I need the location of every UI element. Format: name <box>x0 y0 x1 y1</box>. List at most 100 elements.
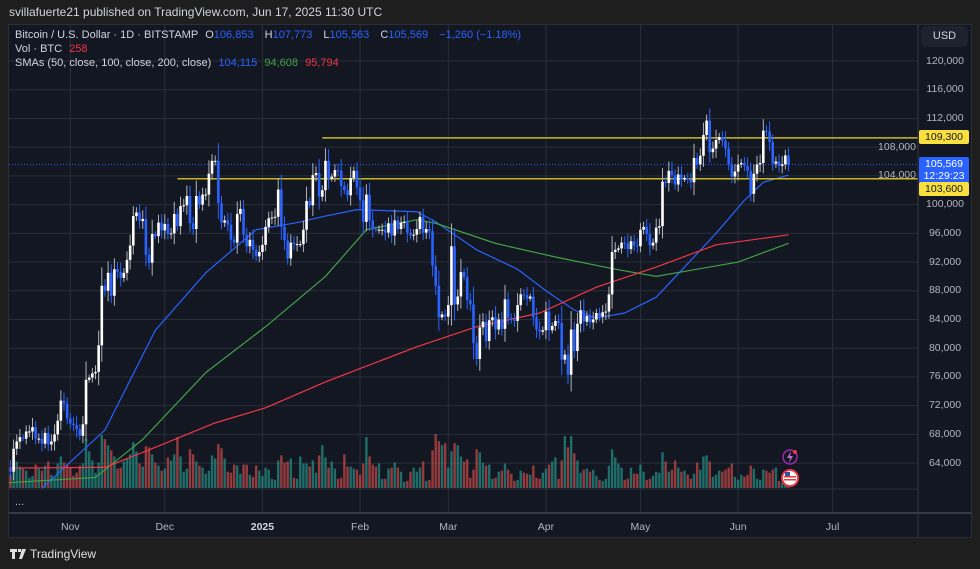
volume-bar <box>122 461 126 488</box>
candle-body <box>409 232 412 236</box>
candle-body <box>673 175 677 185</box>
price-tick-label: 72,000 <box>928 399 962 412</box>
candle-body <box>550 325 554 331</box>
candle-body <box>12 448 15 472</box>
candle-body <box>547 311 551 331</box>
candle <box>472 286 475 360</box>
candle-body <box>494 317 497 330</box>
volume-bar <box>195 461 198 488</box>
candle <box>289 234 293 266</box>
candle <box>9 459 12 480</box>
volume-bar <box>374 466 378 488</box>
volume-bar <box>636 473 639 488</box>
sma-label[interactable]: SMAs (50, close, 100, close, 200, close) <box>15 57 212 69</box>
candle-body <box>610 251 614 295</box>
candle-body <box>289 242 293 259</box>
candle-body <box>680 174 683 180</box>
candle-body <box>670 170 674 176</box>
currency-button[interactable]: USD <box>921 26 968 47</box>
candle <box>443 309 447 322</box>
candle-body <box>53 434 56 442</box>
candle <box>0 487 2 495</box>
candle <box>24 425 28 445</box>
candle-body <box>6 469 9 475</box>
candle <box>629 235 633 254</box>
candle-body <box>459 272 463 297</box>
volume-bar <box>443 443 447 488</box>
candle-body <box>157 222 160 237</box>
tradingview-logo[interactable]: TradingView <box>10 547 96 561</box>
candle <box>695 152 699 169</box>
volume-bar <box>169 460 173 488</box>
volume-bar <box>270 478 274 488</box>
more-indicators-button[interactable]: ... <box>15 496 25 508</box>
candle <box>440 311 444 321</box>
volume-bar <box>762 469 765 488</box>
candle-body <box>601 312 604 317</box>
change-value: −1,260 (−1.18%) <box>439 29 522 41</box>
volume-bar <box>749 465 752 488</box>
symbol-title[interactable]: Bitcoin / U.S. Dollar · 1D · BITSTAMP <box>15 29 199 41</box>
candle <box>40 430 44 452</box>
volume-bar <box>529 474 532 488</box>
volume-bar <box>147 447 151 488</box>
candle-body <box>308 201 311 206</box>
lightning-event-icon[interactable] <box>782 449 798 465</box>
volume-bar <box>516 479 519 488</box>
volume-bar <box>673 460 677 488</box>
candle <box>119 262 122 287</box>
volume-bar <box>176 437 179 488</box>
sma-line <box>9 219 789 484</box>
volume-bar <box>245 464 248 488</box>
candle <box>595 308 598 324</box>
candle <box>176 208 179 232</box>
volume-bar <box>40 470 44 488</box>
price-tick-label: 84,000 <box>928 312 962 325</box>
candle <box>604 303 608 320</box>
candle <box>591 311 595 330</box>
candle <box>201 187 204 211</box>
candle-body <box>292 242 296 245</box>
candle <box>361 186 365 234</box>
candle <box>412 229 415 241</box>
candle <box>387 217 390 238</box>
us-flag-event-icon[interactable] <box>781 469 799 487</box>
candle <box>213 155 217 166</box>
candle <box>519 288 523 311</box>
candle-body <box>72 423 75 426</box>
volume-bar <box>588 471 592 488</box>
chart-panel[interactable] <box>8 24 972 538</box>
candle-body <box>733 171 737 177</box>
candle <box>380 223 384 236</box>
volume-bar <box>321 445 324 488</box>
volume-bar <box>661 452 664 488</box>
volume-label[interactable]: Vol · BTC <box>15 43 63 55</box>
candle <box>516 293 519 332</box>
volume-bar <box>522 472 526 488</box>
volume-bar <box>431 450 434 488</box>
candle <box>144 206 148 267</box>
candle <box>53 424 56 451</box>
ohlc-legend: Bitcoin / U.S. Dollar · 1D · BITSTAMP O1… <box>15 29 525 41</box>
volume-bar <box>601 480 604 488</box>
candle-body <box>588 315 592 323</box>
candle-body <box>721 137 724 141</box>
candle-body <box>642 226 645 230</box>
volume-bar <box>144 446 148 488</box>
candle-body <box>598 313 601 317</box>
candle <box>664 176 667 188</box>
candle <box>311 163 315 217</box>
candle <box>717 132 721 144</box>
candle-body <box>24 431 28 439</box>
volume-bar <box>746 474 749 488</box>
price-tick-label: 112,000 <box>926 111 964 124</box>
candle <box>538 320 541 340</box>
candle-body <box>481 321 485 328</box>
candle-body <box>755 164 759 174</box>
time-tick-label: Feb <box>351 521 370 533</box>
volume-bar <box>510 473 513 488</box>
sma200-value: 95,794 <box>305 57 339 69</box>
candle <box>188 185 192 233</box>
volume-bar <box>340 477 343 488</box>
